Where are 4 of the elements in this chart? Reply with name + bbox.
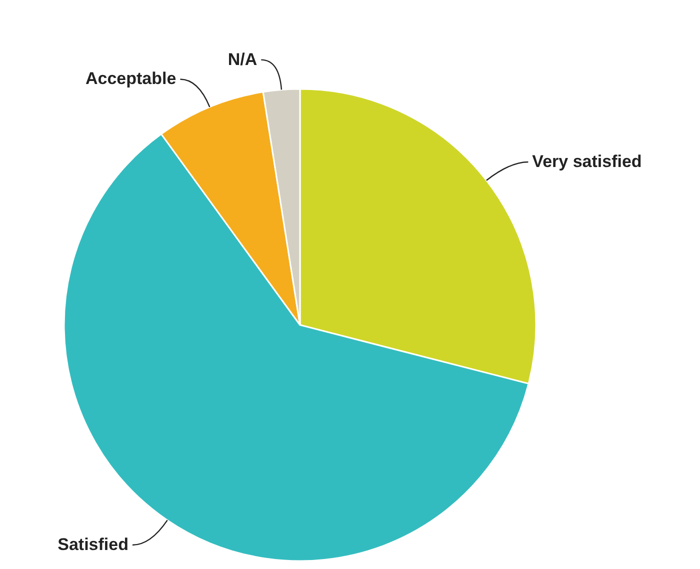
slice-label: Satisfied: [58, 535, 128, 554]
slice-label: Very satisfied: [532, 152, 642, 171]
slice-label: N/A: [228, 50, 258, 69]
slice-label: Acceptable: [86, 69, 176, 88]
